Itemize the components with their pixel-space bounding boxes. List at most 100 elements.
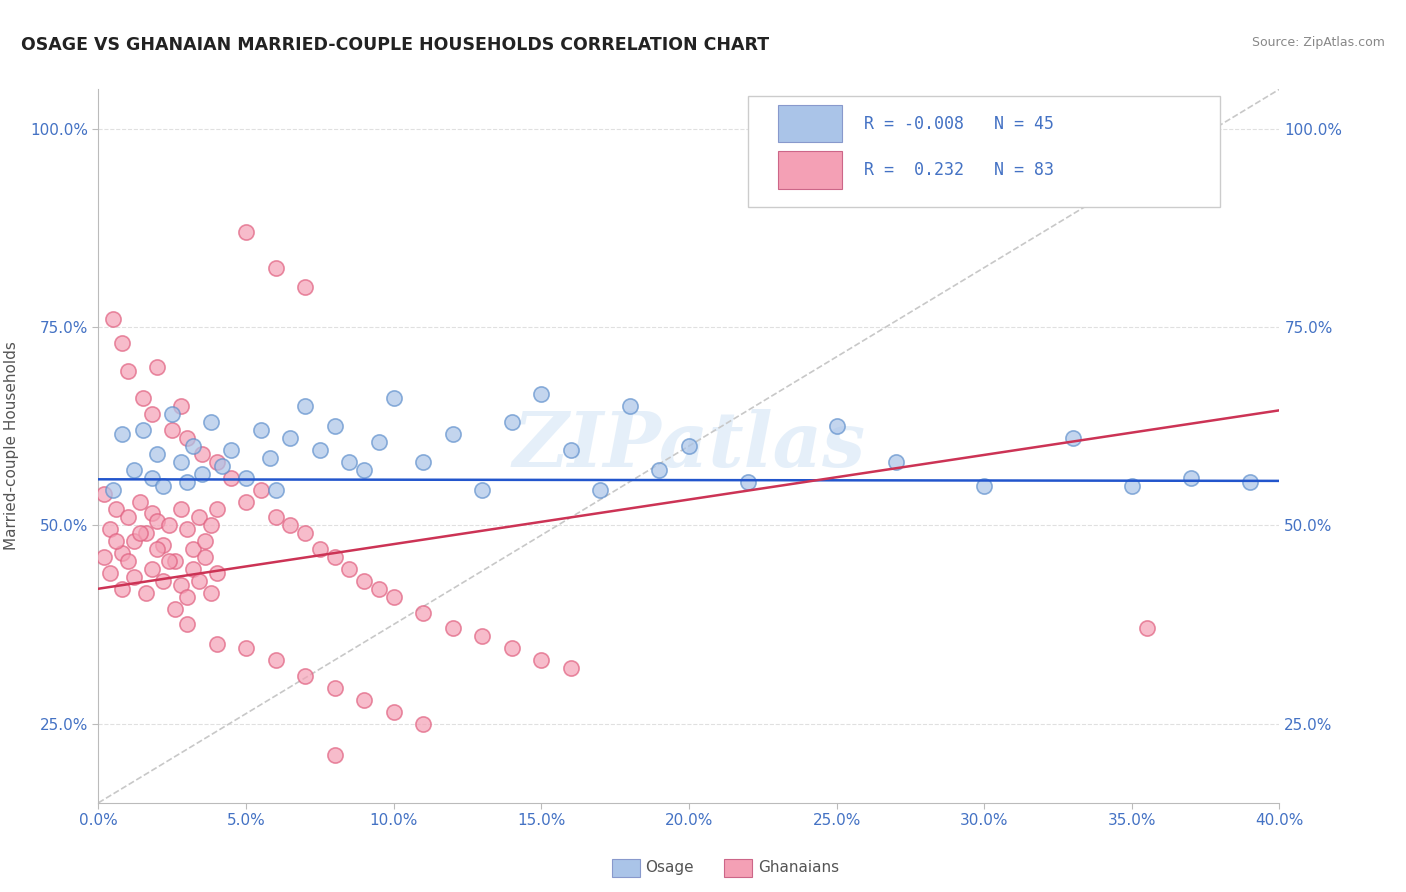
Point [122, 570, 145, 584]
Point [132, 423, 155, 437]
Text: Osage: Osage [645, 861, 695, 875]
Point [235, 641, 257, 656]
Point [152, 574, 174, 588]
Point [368, 582, 391, 596]
Point [181, 439, 204, 453]
Point [412, 455, 434, 469]
Point [170, 400, 193, 414]
Y-axis label: Married-couple Households: Married-couple Households [4, 342, 18, 550]
Point [176, 590, 198, 604]
Point [1121, 478, 1143, 492]
Point [1136, 621, 1159, 635]
Point [221, 471, 243, 485]
FancyBboxPatch shape [748, 96, 1220, 207]
Point [141, 562, 163, 576]
Point [157, 518, 180, 533]
Point [146, 542, 169, 557]
Point [205, 502, 228, 516]
Point [176, 475, 198, 489]
Point [170, 578, 193, 592]
Point [135, 526, 157, 541]
Point [141, 407, 163, 421]
Text: R =  0.232   N = 83: R = 0.232 N = 83 [863, 161, 1053, 179]
Point [264, 260, 287, 275]
Point [280, 518, 302, 533]
Point [194, 534, 217, 549]
Point [98, 522, 121, 536]
Point [103, 483, 125, 497]
Point [619, 400, 641, 414]
Text: Source: ZipAtlas.com: Source: ZipAtlas.com [1251, 36, 1385, 49]
Point [135, 585, 157, 599]
Point [441, 621, 464, 635]
Point [412, 606, 434, 620]
Point [589, 483, 612, 497]
Point [884, 455, 907, 469]
Point [530, 387, 553, 401]
Point [294, 669, 316, 683]
Point [146, 514, 169, 528]
Point [165, 601, 187, 615]
Point [176, 431, 198, 445]
Point [309, 542, 332, 557]
Point [191, 467, 214, 481]
Point [103, 312, 125, 326]
Point [264, 510, 287, 524]
Point [200, 585, 222, 599]
Point [471, 483, 494, 497]
Point [250, 483, 273, 497]
Point [152, 478, 174, 492]
Point [105, 502, 128, 516]
Text: ZIPatlas: ZIPatlas [512, 409, 866, 483]
Point [323, 419, 346, 434]
Point [200, 518, 222, 533]
Point [250, 423, 273, 437]
Point [648, 463, 671, 477]
Point [259, 450, 281, 465]
Point [181, 542, 204, 557]
Point [194, 549, 217, 564]
Point [170, 502, 193, 516]
Point [162, 407, 183, 421]
Point [1180, 471, 1202, 485]
Point [141, 507, 163, 521]
Point [501, 641, 523, 656]
Point [235, 225, 257, 239]
Point [205, 566, 228, 580]
Point [264, 483, 287, 497]
Point [678, 439, 700, 453]
Point [1062, 431, 1084, 445]
Point [176, 522, 198, 536]
Point [162, 423, 183, 437]
Point [280, 431, 302, 445]
Point [235, 471, 257, 485]
Point [93, 549, 115, 564]
Point [294, 280, 316, 294]
Point [117, 554, 139, 568]
Point [309, 442, 332, 457]
Point [471, 629, 494, 643]
Point [530, 653, 553, 667]
Point [170, 455, 193, 469]
Point [294, 400, 316, 414]
Point [323, 549, 346, 564]
Point [235, 494, 257, 508]
Point [339, 562, 361, 576]
Point [353, 692, 375, 706]
Point [441, 427, 464, 442]
Point [200, 415, 222, 429]
Point [353, 463, 375, 477]
FancyBboxPatch shape [778, 152, 842, 188]
Point [382, 392, 405, 406]
Point [105, 534, 128, 549]
Point [176, 617, 198, 632]
Point [165, 554, 187, 568]
Point [973, 478, 995, 492]
Point [501, 415, 523, 429]
Point [737, 475, 759, 489]
Point [382, 590, 405, 604]
Point [128, 494, 150, 508]
Point [560, 661, 582, 675]
Point [111, 427, 134, 442]
Point [205, 455, 228, 469]
